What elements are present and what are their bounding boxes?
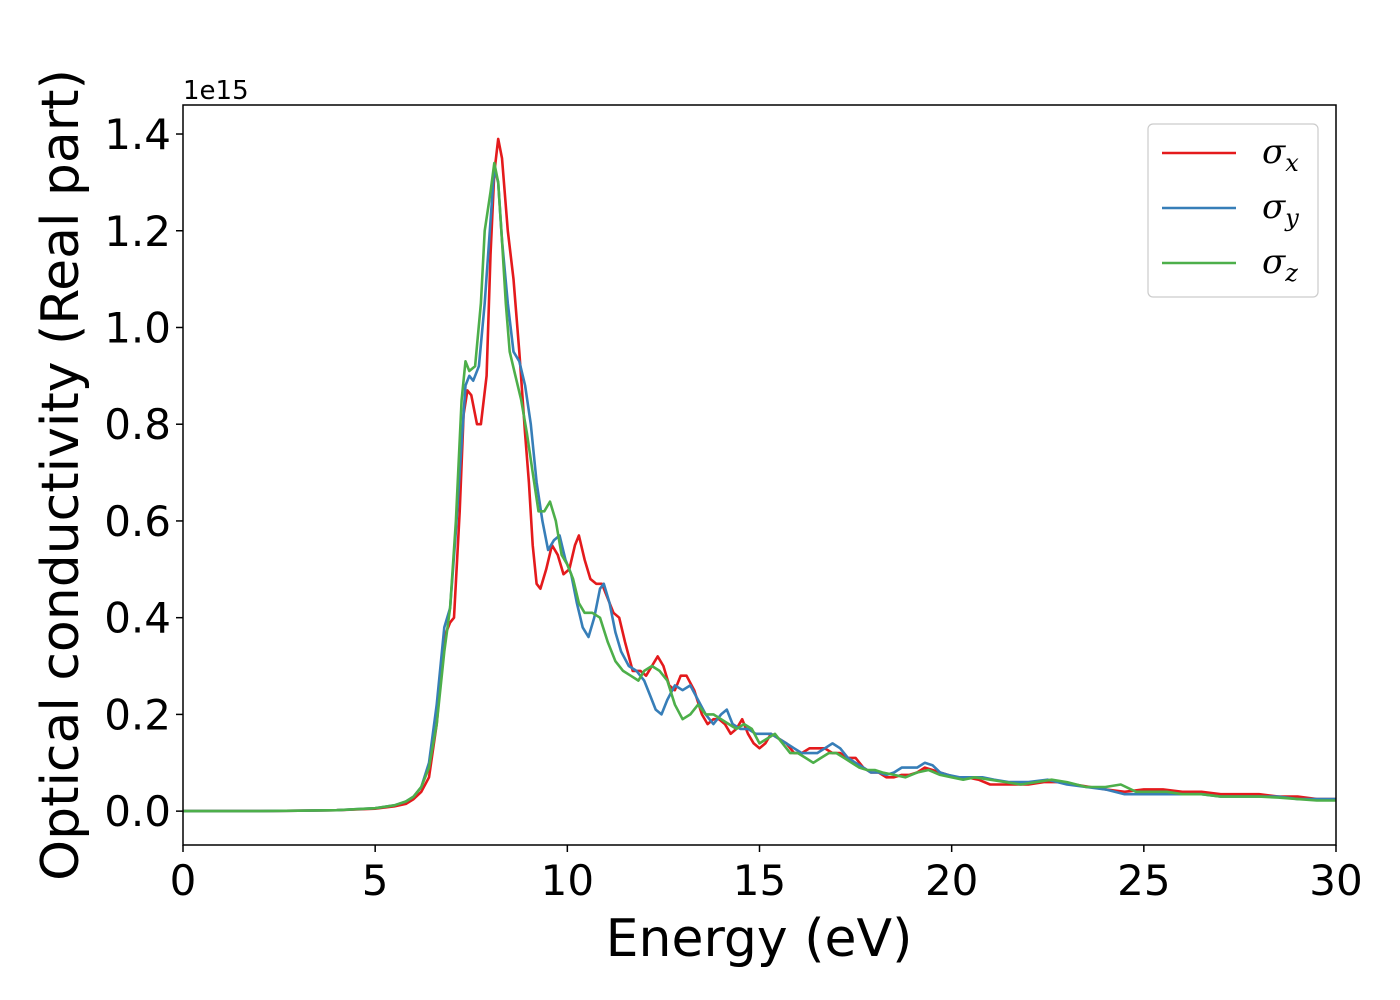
y-tick-label: 0.8 — [104, 400, 171, 449]
x-tick-label: 20 — [925, 856, 978, 905]
y-tick-label: 0.2 — [104, 690, 171, 739]
y-axis: 0.0 0.2 0.4 0.6 0.8 1.0 1.2 1.4 — [104, 110, 183, 836]
x-tick-label: 25 — [1117, 856, 1170, 905]
y-axis-offset-label: 1e15 — [183, 76, 249, 106]
x-tick-label: 0 — [170, 856, 197, 905]
y-tick-label: 0.0 — [104, 787, 171, 836]
y-tick-label: 0.6 — [104, 497, 171, 546]
x-tick-label: 10 — [541, 856, 594, 905]
legend-label-z: σz — [1262, 242, 1298, 287]
y-tick-label: 0.4 — [104, 594, 171, 643]
y-tick-label: 1.2 — [104, 207, 171, 256]
x-tick-label: 5 — [362, 856, 389, 905]
x-axis: 0 5 10 15 20 25 30 — [170, 845, 1363, 905]
y-axis-label: Optical conductivity (Real part) — [31, 69, 91, 881]
x-tick-label: 30 — [1309, 856, 1362, 905]
legend-label-y: σy — [1262, 187, 1299, 232]
series-line-z — [183, 161, 1336, 813]
legend-label-x: σx — [1262, 132, 1299, 177]
legend-box — [1147, 123, 1319, 298]
x-tick-label: 15 — [733, 856, 786, 905]
x-axis-label: Energy (eV) — [606, 909, 913, 969]
y-tick-label: 1.0 — [104, 303, 171, 352]
legend: σx σy σz — [1147, 123, 1319, 298]
series-line-x — [183, 137, 1336, 813]
y-tick-label: 1.4 — [104, 110, 171, 159]
series-layer — [183, 137, 1336, 813]
